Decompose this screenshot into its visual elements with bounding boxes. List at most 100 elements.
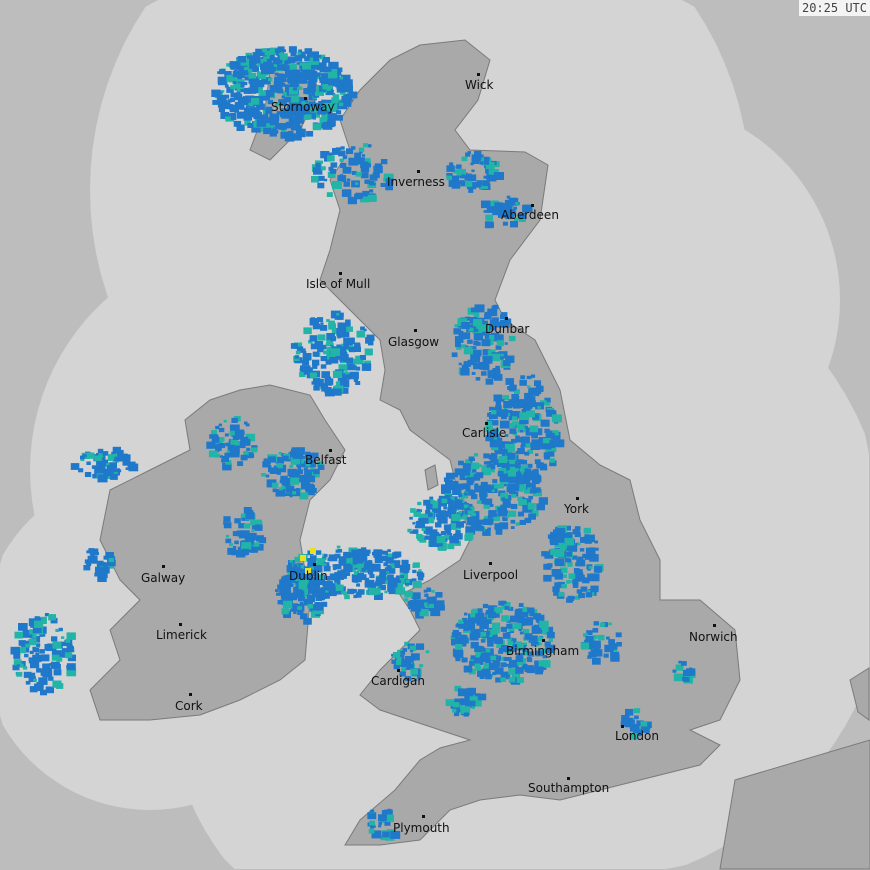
rain-cell (307, 558, 313, 563)
rain-cell (520, 375, 526, 380)
rain-cell (506, 663, 510, 667)
rain-cell (52, 680, 62, 688)
rain-cell (305, 451, 311, 457)
rain-cell (313, 565, 323, 573)
rain-cell (501, 399, 505, 402)
rain-cell (369, 574, 375, 579)
rain-cell (534, 380, 542, 386)
rain-cell (308, 339, 313, 344)
rain-cell (546, 402, 551, 406)
rain-cell (224, 452, 231, 458)
rain-cell (562, 574, 567, 578)
rain-cell (508, 475, 518, 484)
rain-cell (481, 200, 491, 209)
rain-cell (367, 194, 377, 202)
rain-cell (315, 88, 324, 96)
rain-cell (32, 626, 42, 634)
rain-cell (454, 336, 464, 343)
rain-cell (500, 504, 505, 508)
rain-cell (356, 583, 361, 587)
rain-cell (412, 592, 421, 599)
rain-cell (282, 600, 293, 609)
rain-cell (301, 54, 306, 59)
rain-cell (237, 546, 243, 551)
rain-cell (229, 104, 233, 107)
rain-cell (501, 314, 508, 320)
rain-cell (281, 584, 291, 592)
rain-cell (369, 181, 375, 186)
rain-cell (346, 363, 356, 371)
rain-cell (380, 159, 388, 165)
rain-cell (519, 416, 529, 425)
rain-cell (474, 645, 482, 652)
rain-cell (319, 73, 329, 81)
rain-cell (324, 387, 332, 393)
city-marker (422, 815, 425, 818)
rain-cell (564, 558, 570, 562)
rain-cell (554, 439, 565, 448)
rain-cell (64, 652, 73, 659)
rain-cell (469, 318, 477, 324)
rain-cell (290, 123, 300, 131)
rain-cell (256, 71, 267, 80)
rain-cell (52, 641, 62, 649)
rain-cell (218, 77, 228, 86)
rain-cell (368, 828, 375, 834)
rain-cell (483, 663, 493, 670)
rain-cell (306, 594, 314, 600)
rain-cell (296, 118, 304, 124)
rain-cell (32, 646, 40, 653)
rain-cell (13, 659, 22, 666)
rain-cell (344, 79, 353, 86)
rain-cell (417, 501, 422, 506)
rain-cell (269, 467, 278, 474)
rain-cell (536, 462, 544, 468)
rain-cell (304, 114, 312, 120)
rain-cell (527, 396, 536, 403)
rain-cell (288, 560, 296, 566)
rain-cell (266, 106, 273, 112)
rain-cell (103, 459, 108, 464)
rain-cell (421, 517, 429, 524)
rain-cell (251, 124, 261, 133)
rain-cell (501, 461, 510, 468)
rain-cell (345, 552, 351, 557)
rain-cell (564, 546, 571, 551)
rain-cell (326, 575, 332, 581)
rain-cell (494, 606, 503, 614)
rain-cell (608, 622, 612, 626)
rain-cell (330, 90, 334, 93)
rain-cell (485, 378, 494, 385)
rain-cell (461, 642, 467, 647)
rain-cell (402, 564, 411, 570)
rain-cell (456, 708, 462, 713)
rain-cell (462, 634, 466, 638)
rain-cell (283, 482, 289, 487)
rain-cell (418, 569, 422, 572)
rain-cell (494, 172, 504, 180)
rain-cell (460, 698, 470, 706)
rain-cell (299, 602, 304, 605)
rain-cell (329, 168, 337, 174)
rain-cell (112, 446, 121, 454)
rain-cell (325, 378, 334, 385)
rain-cell (313, 56, 319, 62)
rain-cell (292, 69, 301, 76)
rain-cell (383, 562, 389, 567)
rain-cell (288, 452, 295, 458)
rain-cell (268, 456, 276, 463)
rain-cell (211, 89, 221, 97)
rain-cell (90, 554, 95, 558)
rain-cell (250, 447, 258, 453)
rain-cell (303, 327, 312, 335)
rain-cell (272, 488, 278, 493)
rain-cell (473, 312, 480, 318)
city-label: Liverpool (463, 568, 518, 582)
rain-cell (78, 468, 84, 473)
rain-cell (230, 92, 237, 98)
rain-cell (489, 176, 496, 181)
rain-cell (524, 633, 533, 640)
rain-cell (247, 69, 253, 73)
rain-cell (474, 663, 480, 668)
